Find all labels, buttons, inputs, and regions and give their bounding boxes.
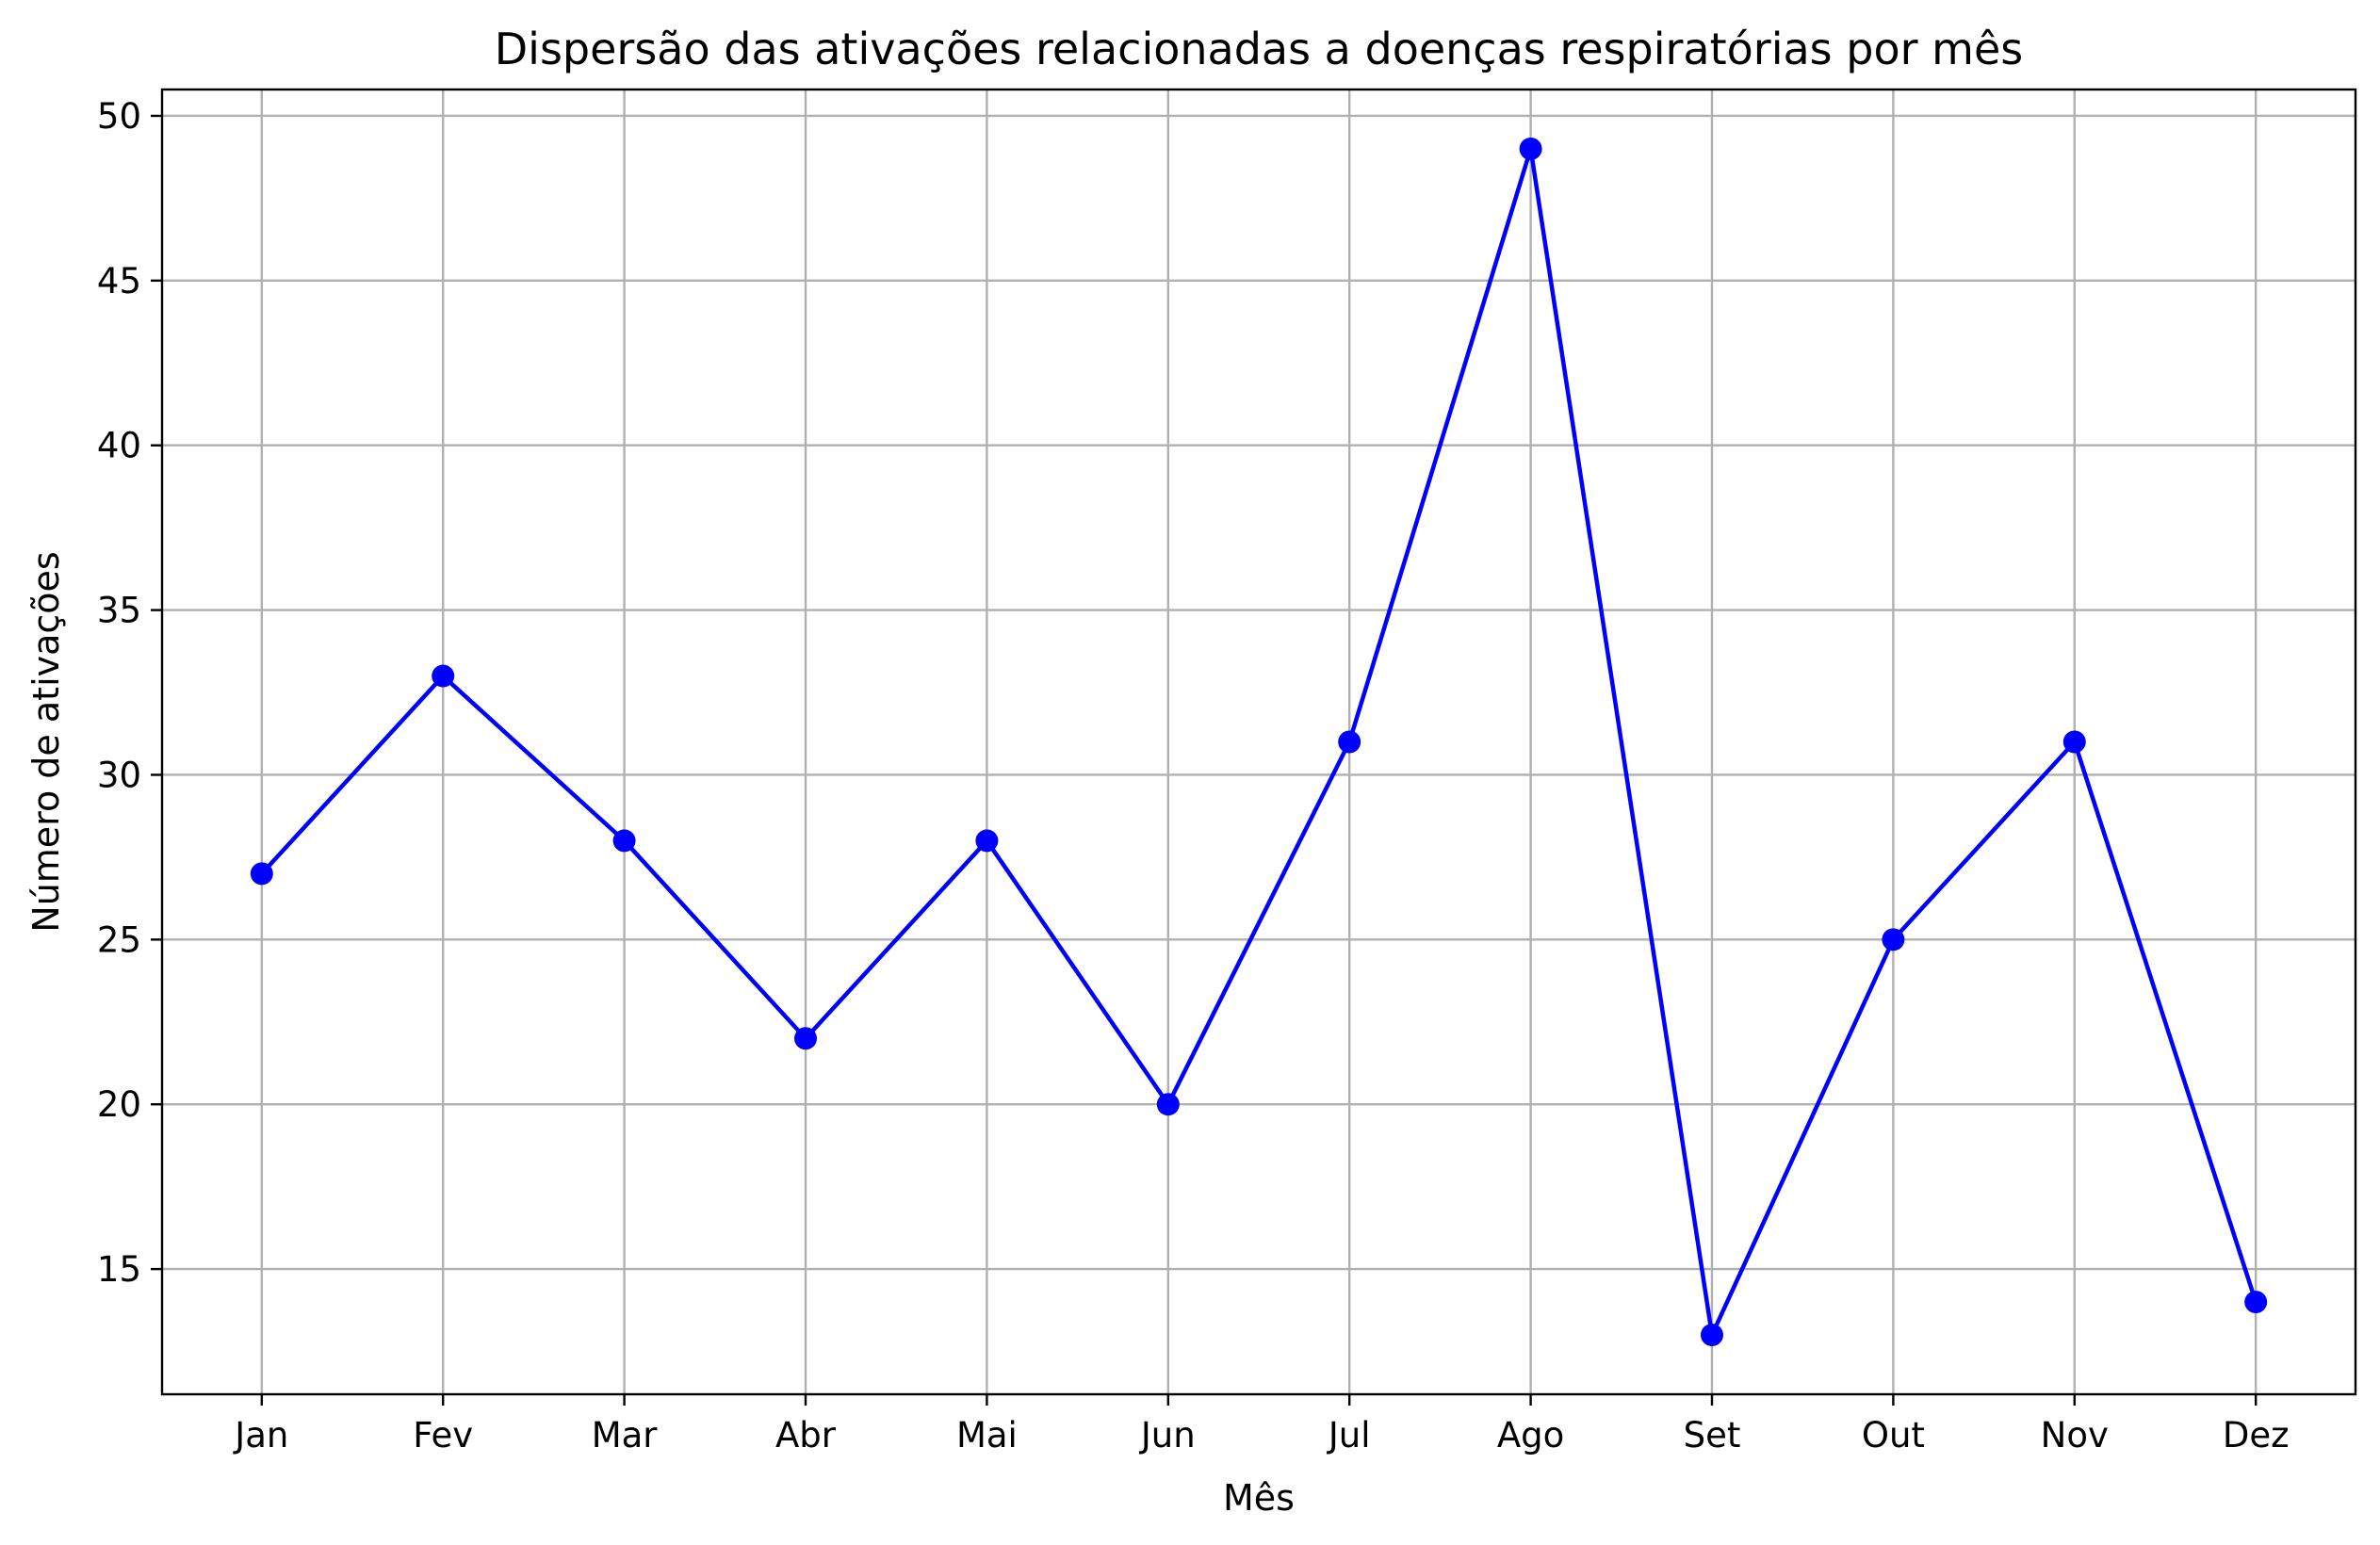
data-point: [1882, 928, 1905, 951]
plot-frame: [160, 88, 2357, 1396]
x-tick-label: Mai: [956, 1415, 1018, 1456]
y-tick-label: 40: [97, 426, 141, 466]
x-tick-label: Nov: [2041, 1415, 2109, 1456]
ticks: Jan Fev Mar Abr Mai Jun Jul Ago Set Out Nov Dez 15 20…: [97, 96, 2290, 1456]
data-point: [2062, 730, 2086, 754]
data-point: [794, 1027, 818, 1050]
data-point: [2244, 1291, 2268, 1314]
y-tick-label: 15: [97, 1249, 141, 1290]
series-line: [260, 146, 2258, 1338]
x-tick-label: Set: [1684, 1415, 1741, 1456]
data-point: [432, 664, 455, 688]
y-tick-label: 30: [97, 755, 141, 795]
x-axis-label: Mês: [1223, 1477, 1295, 1519]
data-point: [975, 829, 999, 853]
x-tick-label: Abr: [775, 1415, 837, 1456]
x-tick-label: Dez: [2223, 1415, 2290, 1456]
chart-title: Dispersão das ativações relacionadas a d…: [495, 24, 2023, 74]
y-tick-label: 45: [97, 261, 141, 301]
x-tick-label: Jan: [233, 1415, 288, 1456]
x-tick-label: Jun: [1139, 1415, 1196, 1456]
grid: [162, 89, 2356, 1394]
x-tick-label: Out: [1862, 1415, 1925, 1456]
y-tick-label: 20: [97, 1084, 141, 1125]
data-point: [1156, 1093, 1180, 1116]
markers: [250, 137, 2268, 1347]
x-tick-label: Ago: [1497, 1415, 1564, 1456]
y-tick-label: 35: [97, 591, 141, 631]
series-line-layer: [260, 146, 2258, 1338]
data-point: [612, 829, 636, 853]
data-point: [250, 862, 273, 886]
y-tick-label: 50: [97, 96, 141, 137]
x-tick-label: Jul: [1327, 1415, 1371, 1456]
x-tick-label: Fev: [413, 1415, 473, 1456]
y-tick-label: 25: [97, 919, 141, 960]
x-tick-label: Mar: [592, 1415, 659, 1456]
y-axis-label: Número de ativações: [25, 551, 67, 932]
data-point: [1519, 137, 1542, 160]
data-point: [1700, 1324, 1723, 1347]
data-point: [1338, 730, 1361, 754]
